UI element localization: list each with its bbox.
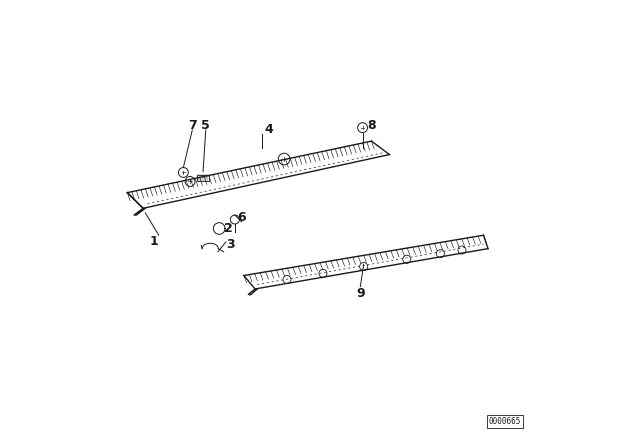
Text: 5: 5: [202, 119, 210, 132]
Text: 9: 9: [356, 287, 365, 300]
Text: 3: 3: [226, 237, 235, 251]
Bar: [196, 175, 209, 181]
Text: 2: 2: [224, 222, 232, 235]
Text: 1: 1: [150, 235, 159, 249]
Text: 8: 8: [367, 119, 376, 132]
Text: 7: 7: [188, 119, 196, 132]
Text: 4: 4: [264, 123, 273, 137]
Text: 6: 6: [237, 211, 246, 224]
Text: 0000665: 0000665: [489, 417, 521, 426]
